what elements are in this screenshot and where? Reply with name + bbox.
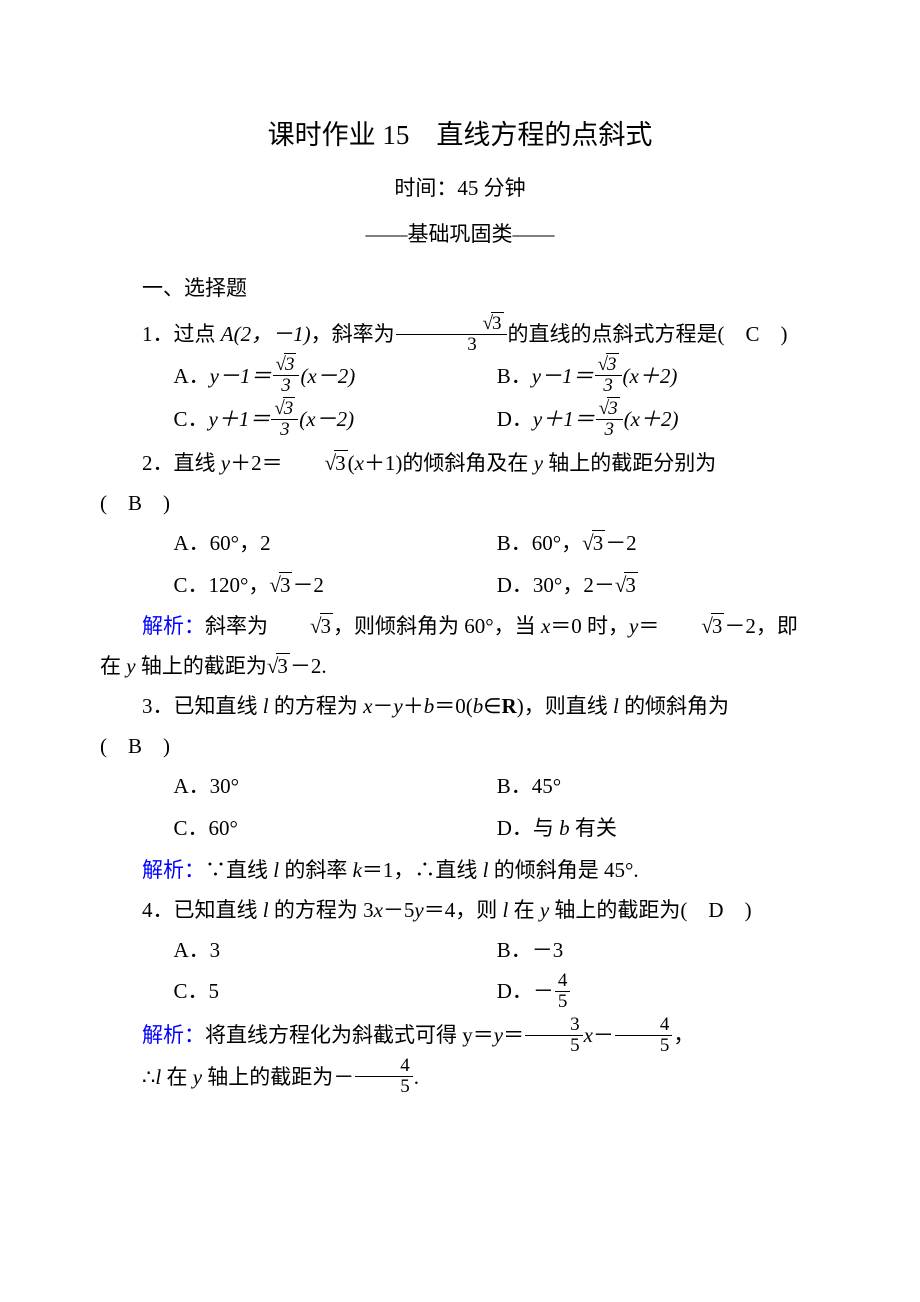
opt-label: A．: [174, 364, 210, 388]
q3-stem-line1: 3．已知直线 l 的方程为 x－y＋b＝0(b∈R)，则直线 l 的倾斜角为: [100, 687, 820, 727]
q1-point: A(2，－1): [221, 322, 311, 346]
page-title: 课时作业 15 直线方程的点斜式: [100, 110, 820, 161]
q1-option-A: A．y－1＝33(x－2): [174, 357, 497, 399]
section-heading-1: 一、选择题: [100, 269, 820, 309]
q1-pre: 1．过点: [142, 322, 221, 346]
opt-label: C．: [174, 407, 209, 431]
q3-explain: 解析：∵直线 l 的斜率 k＝1，∴直线 l 的倾斜角是 45°.: [100, 851, 820, 891]
opt-label: B．: [497, 364, 532, 388]
q4-option-D: D．－45: [497, 972, 820, 1014]
q4-option-B: B．－3: [497, 931, 820, 971]
q2-option-A: A．60°，2: [174, 524, 497, 564]
q4-option-C: C．5: [174, 972, 497, 1014]
q3-option-C: C．60°: [174, 809, 497, 849]
q1-options: A．y－1＝33(x－2) B．y－1＝33(x＋2) C．y＋1＝33(x－2…: [100, 357, 820, 444]
opt-math: y＋1＝33(x－2): [209, 407, 355, 431]
opt-math: y＋1＝33(x＋2): [533, 407, 679, 431]
q4-stem: 4．已知直线 l 的方程为 3x－5y＝4，则 l 在 y 轴上的截距为( D …: [100, 891, 820, 931]
q3-option-A: A．30°: [174, 767, 497, 807]
q2-option-C: C．120°，3－2: [174, 566, 497, 606]
q1-option-C: C．y＋1＝33(x－2): [174, 400, 497, 442]
q1-option-D: D．y＋1＝33(x＋2): [497, 400, 820, 442]
q1-stem: 1．过点 A(2，－1)，斜率为33的直线的点斜式方程是( C ): [100, 315, 820, 357]
explain-label: 解析：: [142, 1023, 205, 1047]
explain-label: 解析：: [142, 614, 205, 638]
q3-option-D: D．与 b 有关: [497, 809, 820, 849]
q4-options: A．3 B．－3 C．5 D．－45: [100, 931, 820, 1017]
q2-option-D: D．30°，2－3: [497, 566, 820, 606]
opt-math: y－1＝33(x－2): [210, 364, 356, 388]
q3-options: A．30° B．45° C．60° D．与 b 有关: [100, 767, 820, 851]
q4-option-A: A．3: [174, 931, 497, 971]
q1-option-B: B．y－1＝33(x＋2): [497, 357, 820, 399]
text: 将直线方程化为斜截式可得 y＝: [205, 1023, 494, 1047]
explain-label: 解析：: [142, 858, 205, 882]
opt-label: D．－: [497, 979, 554, 1003]
text: ，: [673, 1023, 694, 1047]
q4-explain-line2: ∴l 在 y 轴上的截距为－45.: [100, 1058, 820, 1100]
q1-frac: 33: [396, 314, 507, 355]
q2-stem-line1: 2．直线 y＋2＝3(x＋1)的倾斜角及在 y 轴上的截距分别为: [100, 444, 820, 484]
q1-post: 的直线的点斜式方程是( C ): [508, 322, 788, 346]
section-banner: ——基础巩固类——: [100, 215, 820, 255]
q4-explain-line1: 解析：将直线方程化为斜截式可得 y＝y＝35x－45，: [100, 1016, 820, 1058]
q2-explain-line2: 在 y 轴上的截距为3－2.: [100, 647, 820, 687]
opt-math: y－1＝33(x＋2): [532, 364, 678, 388]
q3-stem-line2: ( B ): [100, 727, 820, 767]
q2-options: A．60°，2 B．60°，3－2 C．120°，3－2 D．30°，2－3: [100, 524, 820, 608]
opt-label: D．: [497, 407, 533, 431]
q2-explain-line1: 解析：斜率为3，则倾斜角为 60°，当 x＝0 时，y＝3－2，即: [100, 607, 820, 647]
q2-stem-line2: ( B ): [100, 484, 820, 524]
q3-option-B: B．45°: [497, 767, 820, 807]
q2-option-B: B．60°，3－2: [497, 524, 820, 564]
text: .: [414, 1065, 419, 1089]
subtitle-time: 时间：45 分钟: [100, 169, 820, 209]
q1-mid: ，斜率为: [311, 322, 395, 346]
